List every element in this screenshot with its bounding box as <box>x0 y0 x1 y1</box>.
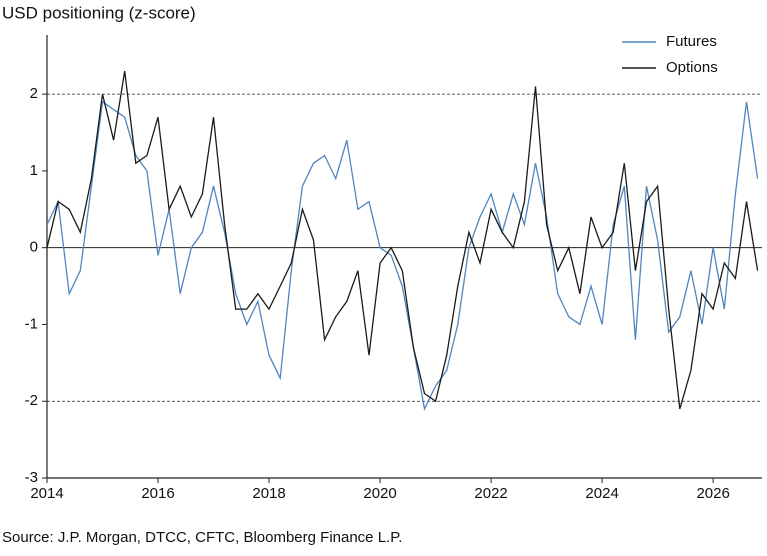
y-tick-label: -3 <box>25 469 38 486</box>
y-tick-label: -2 <box>25 392 38 409</box>
series-line <box>46 100 759 411</box>
x-tick-label: 2018 <box>252 485 285 502</box>
chart-title: USD positioning (z-score) <box>2 3 196 22</box>
series-line <box>46 70 759 410</box>
y-tick-label: 0 <box>30 239 38 256</box>
y-tick-label: 1 <box>30 162 38 179</box>
x-tick-label: 2020 <box>363 485 396 502</box>
x-tick-label: 2026 <box>696 485 729 502</box>
legend-label: Options <box>666 59 718 76</box>
x-tick-label: 2024 <box>585 485 618 502</box>
x-tick-label: 2014 <box>30 485 63 502</box>
y-tick-label: -1 <box>25 315 38 332</box>
x-tick-label: 2016 <box>141 485 174 502</box>
legend-label: Futures <box>666 33 717 50</box>
source-note: Source: J.P. Morgan, DTCC, CFTC, Bloombe… <box>2 529 402 546</box>
y-tick-label: 2 <box>30 85 38 102</box>
x-tick-label: 2022 <box>474 485 507 502</box>
